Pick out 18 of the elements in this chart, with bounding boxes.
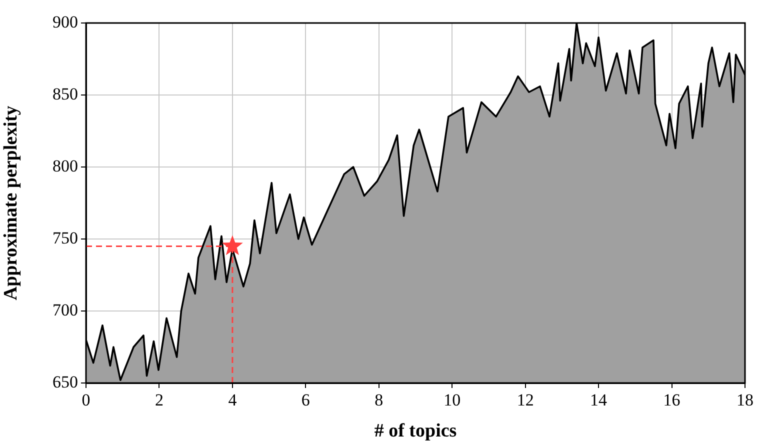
y-tick-label: 750 (52, 228, 78, 248)
y-tick-label: 700 (52, 300, 78, 320)
x-tick-label: 16 (663, 390, 680, 410)
x-tick-label: 0 (82, 390, 90, 410)
x-tick-label: 2 (154, 390, 164, 410)
x-tick-label: 10 (444, 390, 461, 410)
y-tick-label: 650 (52, 372, 78, 392)
y-tick-label: 800 (52, 156, 78, 176)
x-tick-label: 14 (590, 390, 608, 410)
x-tick-label: 8 (374, 390, 384, 410)
y-tick-label: 850 (52, 84, 78, 104)
x-tick-label: 4 (228, 390, 238, 410)
x-tick-label: 12 (516, 390, 534, 410)
y-axis-title: Approximate perplexity (0, 105, 22, 300)
x-tick-label: 18 (736, 390, 754, 410)
x-tick-label: 6 (301, 390, 310, 410)
x-axis-title: # of topics (374, 420, 457, 442)
y-tick-label: 900 (52, 12, 78, 32)
